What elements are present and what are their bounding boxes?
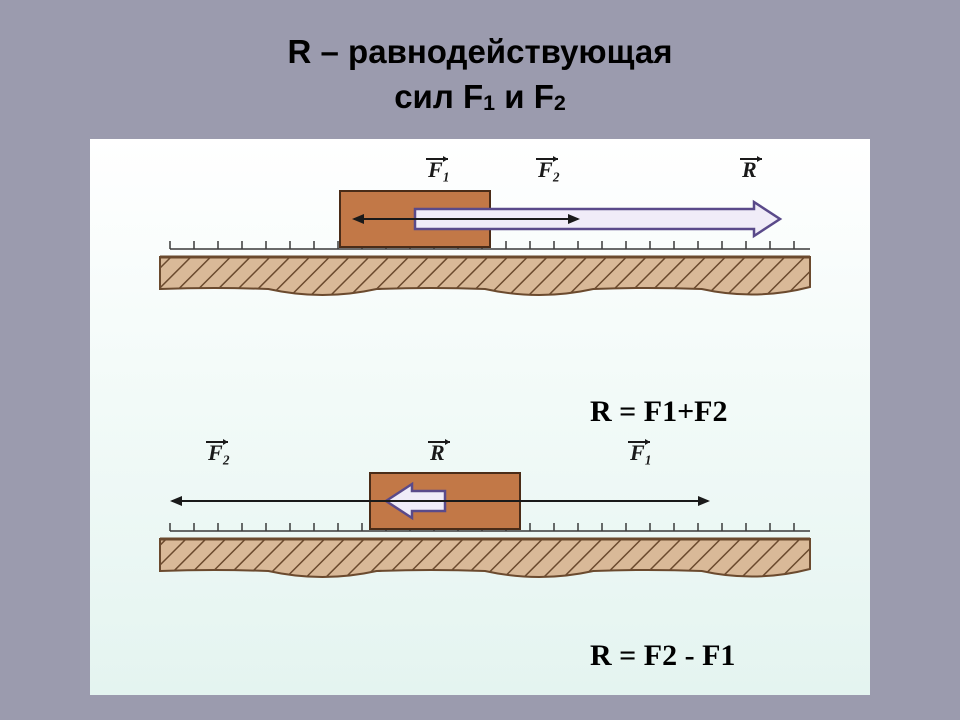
title-sub1: 1: [483, 91, 495, 115]
title-line2b: и F: [495, 78, 554, 115]
svg-text:F₂: F₂: [207, 440, 230, 465]
svg-text:F₂: F₂: [537, 157, 560, 182]
title-sub2: 2: [554, 91, 566, 115]
svg-text:R: R: [429, 440, 445, 465]
title-line2a: сил F: [394, 78, 483, 115]
title-line1: R – равнодействующая: [288, 33, 673, 70]
formula-sum: R = F1+F2: [590, 395, 728, 429]
physics-diagram-svg: F₁ F₂ R F₁ F₂ R: [90, 139, 870, 695]
svg-text:F₁: F₁: [427, 157, 450, 182]
diagram-canvas: F₁ F₂ R F₁ F₂ R R = F1+F2 R = F2 - F1: [90, 139, 870, 695]
formula-diff: R = F2 - F1: [590, 639, 735, 673]
svg-text:F₁: F₁: [629, 440, 652, 465]
page-title: R – равнодействующая сил F1 и F2: [0, 0, 960, 119]
svg-text:R: R: [741, 157, 757, 182]
